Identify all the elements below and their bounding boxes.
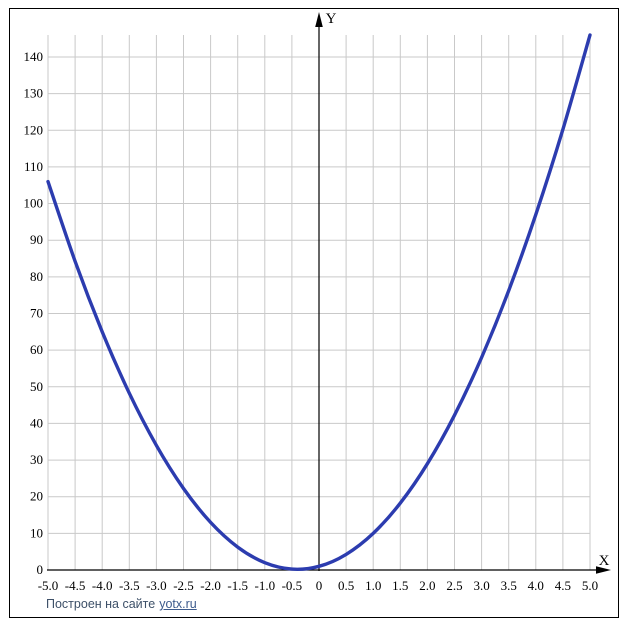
x-tick-label: 0.5 [338, 578, 354, 593]
y-tick-label: 30 [30, 452, 43, 467]
y-tick-label: 10 [30, 525, 43, 540]
x-tick-label: -0.5 [282, 578, 303, 593]
y-axis-arrow-icon [315, 12, 323, 27]
y-tick-label: 120 [24, 122, 44, 137]
x-tick-label: 2.0 [419, 578, 435, 593]
x-tick-label: -1.5 [227, 578, 248, 593]
x-tick-label: 5.0 [582, 578, 598, 593]
x-tick-label: 4.0 [528, 578, 544, 593]
axes-layer [47, 12, 611, 574]
attribution-text: Построен на сайте [46, 597, 156, 611]
x-axis-letter: X [599, 553, 610, 569]
x-tick-label: -3.0 [146, 578, 167, 593]
x-tick-label: -5.0 [38, 578, 59, 593]
x-tick-label: 0 [316, 578, 323, 593]
x-tick-label: -3.5 [119, 578, 140, 593]
y-tick-label: 40 [30, 415, 43, 430]
y-tick-label: 80 [30, 269, 43, 284]
parabola-curve [46, 33, 592, 571]
y-tick-label: 0 [37, 562, 44, 577]
y-tick-label: 100 [24, 196, 44, 211]
tick-labels-layer: -5.0 -4.5 -4.0 -3.5 -3.0 -2.5 -2.0 -1.5 -1.0 -0.5… [24, 49, 599, 593]
x-tick-label: 3.0 [473, 578, 489, 593]
x-tick-label: -1.0 [255, 578, 276, 593]
y-tick-label: 90 [30, 232, 43, 247]
attribution-link[interactable]: yotx.ru [159, 597, 197, 611]
x-tick-label: 1.5 [392, 578, 408, 593]
y-tick-label: 130 [24, 86, 44, 101]
y-tick-label: 60 [30, 342, 43, 357]
x-axis-arrow-icon [596, 566, 611, 574]
y-tick-label: 70 [30, 305, 43, 320]
x-tick-label: 1.0 [365, 578, 381, 593]
y-tick-label: 20 [30, 489, 43, 504]
x-tick-label: 3.5 [501, 578, 517, 593]
x-tick-label: 2.5 [446, 578, 462, 593]
attribution: Построен на сайте yotx.ru [46, 597, 197, 611]
y-tick-label: 50 [30, 379, 43, 394]
x-tick-label: 4.5 [555, 578, 571, 593]
x-tick-label: -4.0 [92, 578, 113, 593]
y-axis-letter: Y [326, 11, 337, 27]
x-tick-label: -2.0 [200, 578, 221, 593]
y-tick-label: 110 [24, 159, 43, 174]
y-tick-label: 140 [24, 49, 44, 64]
x-tick-label: -4.5 [65, 578, 86, 593]
x-tick-label: -2.5 [173, 578, 194, 593]
plot-frame [9, 8, 619, 618]
